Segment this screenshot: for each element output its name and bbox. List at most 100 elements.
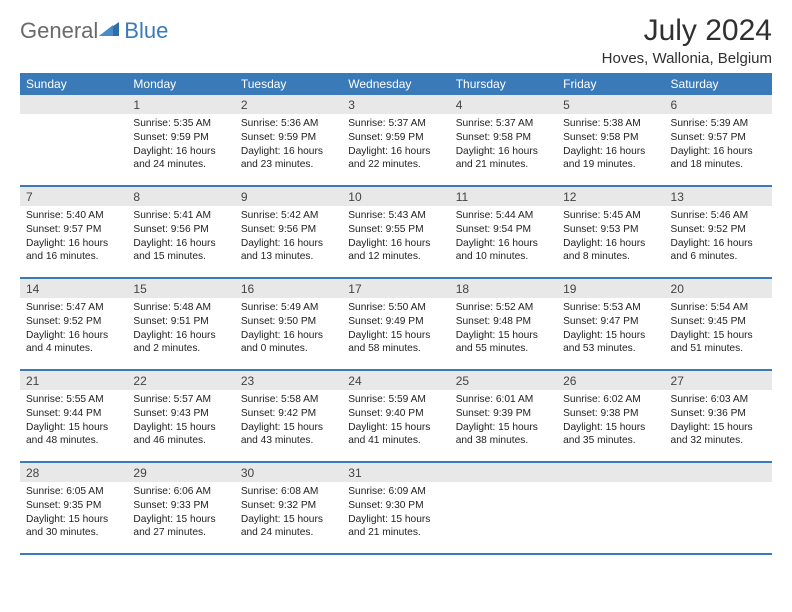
sunrise-line: Sunrise: 5:35 AM <box>133 117 228 131</box>
sunrise-line: Sunrise: 5:48 AM <box>133 301 228 315</box>
daylight-line: Daylight: 15 hours and 41 minutes. <box>348 421 443 449</box>
day-cell: Sunrise: 5:38 AMSunset: 9:58 PMDaylight:… <box>557 114 664 186</box>
sunrise-line: Sunrise: 5:53 AM <box>563 301 658 315</box>
day-cell: Sunrise: 5:49 AMSunset: 9:50 PMDaylight:… <box>235 298 342 370</box>
logo-text-general: General <box>20 18 98 44</box>
dow-sunday: Sunday <box>20 73 127 95</box>
daylight-line: Daylight: 16 hours and 6 minutes. <box>671 237 766 265</box>
dow-tuesday: Tuesday <box>235 73 342 95</box>
sunset-line: Sunset: 9:33 PM <box>133 499 228 513</box>
day-number: 22 <box>127 370 234 390</box>
sunset-line: Sunset: 9:38 PM <box>563 407 658 421</box>
daylight-line: Daylight: 15 hours and 32 minutes. <box>671 421 766 449</box>
daylight-line: Daylight: 15 hours and 48 minutes. <box>26 421 121 449</box>
sunset-line: Sunset: 9:58 PM <box>563 131 658 145</box>
daynum-row: 21222324252627 <box>20 370 772 390</box>
sunset-line: Sunset: 9:59 PM <box>241 131 336 145</box>
title-block: July 2024 Hoves, Wallonia, Belgium <box>602 14 772 67</box>
sunset-line: Sunset: 9:39 PM <box>456 407 551 421</box>
sunrise-line: Sunrise: 6:09 AM <box>348 485 443 499</box>
day-number: 7 <box>20 186 127 206</box>
day-number: 29 <box>127 462 234 482</box>
daynum-row: 14151617181920 <box>20 278 772 298</box>
sunset-line: Sunset: 9:30 PM <box>348 499 443 513</box>
day-cell: Sunrise: 5:42 AMSunset: 9:56 PMDaylight:… <box>235 206 342 278</box>
sunrise-line: Sunrise: 6:08 AM <box>241 485 336 499</box>
sunset-line: Sunset: 9:53 PM <box>563 223 658 237</box>
sunset-line: Sunset: 9:56 PM <box>241 223 336 237</box>
sunset-line: Sunset: 9:55 PM <box>348 223 443 237</box>
logo: General Blue <box>20 18 168 44</box>
sunset-line: Sunset: 9:48 PM <box>456 315 551 329</box>
calendar-table: Sunday Monday Tuesday Wednesday Thursday… <box>20 73 772 555</box>
sunset-line: Sunset: 9:54 PM <box>456 223 551 237</box>
day-cell: Sunrise: 6:08 AMSunset: 9:32 PMDaylight:… <box>235 482 342 554</box>
day-number: 15 <box>127 278 234 298</box>
sunset-line: Sunset: 9:51 PM <box>133 315 228 329</box>
day-cell: Sunrise: 6:06 AMSunset: 9:33 PMDaylight:… <box>127 482 234 554</box>
day-cell: Sunrise: 5:40 AMSunset: 9:57 PMDaylight:… <box>20 206 127 278</box>
day-number: 2 <box>235 95 342 114</box>
sunrise-line: Sunrise: 5:42 AM <box>241 209 336 223</box>
day-number: 11 <box>450 186 557 206</box>
daylight-line: Daylight: 16 hours and 24 minutes. <box>133 145 228 173</box>
day-number: 9 <box>235 186 342 206</box>
sunrise-line: Sunrise: 5:49 AM <box>241 301 336 315</box>
day-number: 20 <box>665 278 772 298</box>
daylight-line: Daylight: 16 hours and 13 minutes. <box>241 237 336 265</box>
sunset-line: Sunset: 9:49 PM <box>348 315 443 329</box>
day-number: 23 <box>235 370 342 390</box>
day-cell: Sunrise: 5:45 AMSunset: 9:53 PMDaylight:… <box>557 206 664 278</box>
location-label: Hoves, Wallonia, Belgium <box>602 50 772 67</box>
day-number: 16 <box>235 278 342 298</box>
day-cell: Sunrise: 5:52 AMSunset: 9:48 PMDaylight:… <box>450 298 557 370</box>
day-number <box>557 462 664 482</box>
daylight-line: Daylight: 16 hours and 21 minutes. <box>456 145 551 173</box>
day-cell: Sunrise: 6:01 AMSunset: 9:39 PMDaylight:… <box>450 390 557 462</box>
sunrise-line: Sunrise: 5:40 AM <box>26 209 121 223</box>
sunrise-line: Sunrise: 6:01 AM <box>456 393 551 407</box>
daylight-line: Daylight: 16 hours and 18 minutes. <box>671 145 766 173</box>
month-title: July 2024 <box>602 14 772 48</box>
sunrise-line: Sunrise: 6:02 AM <box>563 393 658 407</box>
day-number: 6 <box>665 95 772 114</box>
day-cell <box>557 482 664 554</box>
day-number: 19 <box>557 278 664 298</box>
day-cell: Sunrise: 5:54 AMSunset: 9:45 PMDaylight:… <box>665 298 772 370</box>
sunrise-line: Sunrise: 5:43 AM <box>348 209 443 223</box>
day-number: 17 <box>342 278 449 298</box>
day-number <box>20 95 127 114</box>
daylight-line: Daylight: 15 hours and 43 minutes. <box>241 421 336 449</box>
day-cell: Sunrise: 5:57 AMSunset: 9:43 PMDaylight:… <box>127 390 234 462</box>
day-cell: Sunrise: 5:50 AMSunset: 9:49 PMDaylight:… <box>342 298 449 370</box>
daynum-row: 78910111213 <box>20 186 772 206</box>
logo-triangle-icon <box>99 20 121 43</box>
daylight-line: Daylight: 15 hours and 38 minutes. <box>456 421 551 449</box>
sunrise-line: Sunrise: 6:03 AM <box>671 393 766 407</box>
dow-saturday: Saturday <box>665 73 772 95</box>
day-number: 14 <box>20 278 127 298</box>
sunrise-line: Sunrise: 5:54 AM <box>671 301 766 315</box>
day-number: 28 <box>20 462 127 482</box>
day-cell: Sunrise: 5:35 AMSunset: 9:59 PMDaylight:… <box>127 114 234 186</box>
detail-row: Sunrise: 6:05 AMSunset: 9:35 PMDaylight:… <box>20 482 772 554</box>
day-number: 4 <box>450 95 557 114</box>
sunset-line: Sunset: 9:42 PM <box>241 407 336 421</box>
sunset-line: Sunset: 9:50 PM <box>241 315 336 329</box>
daylight-line: Daylight: 15 hours and 35 minutes. <box>563 421 658 449</box>
dow-monday: Monday <box>127 73 234 95</box>
detail-row: Sunrise: 5:55 AMSunset: 9:44 PMDaylight:… <box>20 390 772 462</box>
sunrise-line: Sunrise: 5:52 AM <box>456 301 551 315</box>
daylight-line: Daylight: 15 hours and 51 minutes. <box>671 329 766 357</box>
day-cell <box>450 482 557 554</box>
day-cell: Sunrise: 5:55 AMSunset: 9:44 PMDaylight:… <box>20 390 127 462</box>
daylight-line: Daylight: 15 hours and 21 minutes. <box>348 513 443 541</box>
day-number: 21 <box>20 370 127 390</box>
day-number: 3 <box>342 95 449 114</box>
day-cell: Sunrise: 5:48 AMSunset: 9:51 PMDaylight:… <box>127 298 234 370</box>
sunrise-line: Sunrise: 5:44 AM <box>456 209 551 223</box>
sunset-line: Sunset: 9:35 PM <box>26 499 121 513</box>
header: General Blue July 2024 Hoves, Wallonia, … <box>20 14 772 67</box>
daylight-line: Daylight: 16 hours and 16 minutes. <box>26 237 121 265</box>
day-cell: Sunrise: 5:36 AMSunset: 9:59 PMDaylight:… <box>235 114 342 186</box>
